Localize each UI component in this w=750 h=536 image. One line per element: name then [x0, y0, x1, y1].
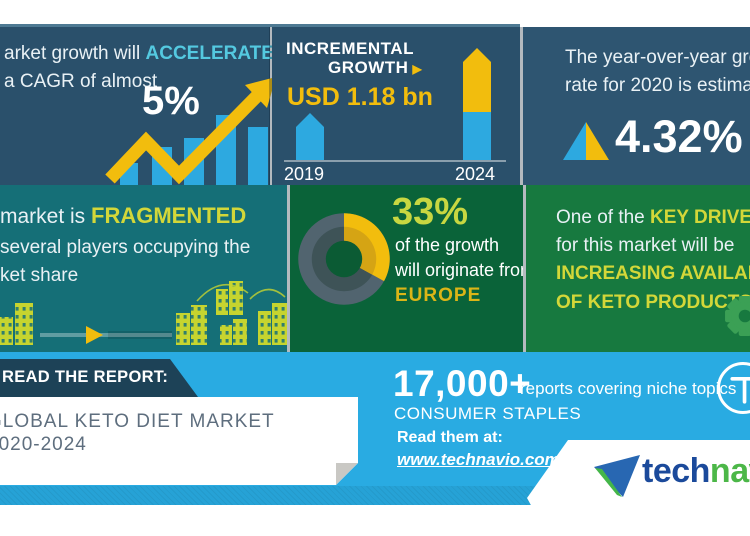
fragmented-line-1: market is FRAGMENTED — [0, 203, 246, 229]
growth-line-1: arket growth will ACCELERATE — [4, 43, 274, 65]
read-report-label: READ THE REPORT: — [2, 368, 169, 386]
report-title: GLOBAL KETO DIET MARKET — [0, 411, 275, 432]
incremental-value: USD 1.18 bn — [287, 83, 433, 111]
panel-yoy-growth: The year-over-year growth rate for 2020 … — [523, 27, 750, 185]
growth-line-2: a CAGR of almost — [4, 71, 158, 92]
buildings-right-cluster — [176, 281, 287, 345]
chart-baseline — [284, 160, 506, 162]
growth-text: arket growth will — [4, 43, 146, 64]
report-card: GLOBAL KETO DIET MARKET 2020-2024 — [0, 397, 358, 485]
yoy-line-1: The year-over-year growth — [565, 47, 750, 68]
growth-triangle-icon — [563, 122, 609, 160]
logo-tech: tech — [642, 452, 710, 490]
gear-icon — [725, 296, 750, 336]
cagr-value: 5% — [142, 79, 200, 123]
top-edge-line — [0, 24, 520, 27]
read-report-banner: READ THE REPORT: — [0, 359, 198, 397]
yoy-line-2: rate for 2020 is estimated — [565, 75, 750, 96]
incremental-title-2: GROWTH ▶ — [328, 58, 422, 78]
link-arc-1 — [196, 283, 249, 302]
accelerate-label: ACCELERATE — [145, 43, 274, 64]
technavio-logo-text: technavio — [642, 452, 750, 491]
fragmented-text: market is — [0, 205, 92, 228]
bar-2024-increment — [463, 48, 491, 112]
bar-2019 — [296, 113, 324, 160]
drivers-line-4: OF KETO PRODUCTS — [556, 292, 750, 313]
panel-market-growth: arket growth will ACCELERATE a CAGR of a… — [0, 27, 276, 185]
card-folded-corner — [336, 463, 358, 485]
buildings-left-group — [0, 303, 33, 345]
europe-line-2: will originate from — [395, 260, 536, 280]
reports-count: 17,000+ — [393, 363, 532, 404]
europe-share-value: 33% — [392, 191, 469, 233]
bar-2024-base — [463, 112, 491, 160]
logo-navio: navio — [709, 452, 750, 490]
arrow-right-icon: ▶ — [412, 62, 423, 76]
panel-incremental-growth: INCREMENTAL GROWTH ▶ USD 1.18 bn 2019 202… — [272, 27, 520, 185]
drivers-line-2: for this market will be — [556, 235, 735, 256]
link-arc-2 — [249, 288, 286, 300]
fragmented-line-3: ket share — [0, 265, 79, 286]
reports-caption: reports covering niche topics — [520, 379, 737, 398]
report-badge-icon — [717, 362, 750, 414]
buildings-illustration — [0, 281, 287, 345]
panel-fragmented: market is FRAGMENTED several players occ… — [0, 185, 287, 352]
growth-arrow-chart — [105, 77, 276, 185]
panel-key-drivers: One of the KEY DRIVERS for this market w… — [526, 185, 750, 352]
trend-arrow-line — [105, 90, 263, 185]
drivers-line-1: One of the KEY DRIVERS — [556, 207, 750, 229]
europe-line-1: of the growth — [395, 235, 500, 255]
europe-label: EUROPE — [395, 285, 482, 306]
year-left-label: 2019 — [284, 164, 325, 184]
seam — [287, 185, 290, 352]
europe-donut-chart — [298, 213, 390, 305]
connector-arrow-icon — [86, 326, 103, 344]
connector-shadow — [108, 331, 172, 339]
fragmented-label: FRAGMENTED — [91, 203, 247, 228]
year-right-label: 2024 — [455, 164, 496, 184]
technavio-logo-icon — [594, 455, 640, 497]
read-them-label: Read them at: — [397, 429, 503, 446]
report-years: 2020-2024 — [0, 434, 87, 455]
connector-line — [40, 333, 172, 337]
technavio-url-link[interactable]: www.technavio.com — [397, 450, 560, 469]
key-drivers-label: KEY DRIVERS — [650, 207, 750, 228]
seam — [523, 185, 526, 352]
incremental-bar-chart — [284, 48, 506, 162]
seam — [269, 27, 272, 185]
seam — [520, 27, 523, 185]
category-label: CONSUMER STAPLES — [394, 404, 582, 423]
trend-arrow-head — [245, 77, 276, 108]
logo-area: technavio — [527, 440, 750, 536]
panel-europe-share: 33% of the growth will originate from EU… — [290, 185, 535, 352]
growth-label: GROWTH — [328, 58, 409, 77]
drivers-text: One of the — [556, 207, 651, 228]
fragmented-line-2: several players occupying the — [0, 237, 251, 258]
drivers-line-3: INCREASING AVAILABILITY — [556, 263, 750, 284]
yoy-value: 4.32% — [615, 111, 743, 162]
incremental-title-1: INCREMENTAL — [286, 39, 414, 58]
